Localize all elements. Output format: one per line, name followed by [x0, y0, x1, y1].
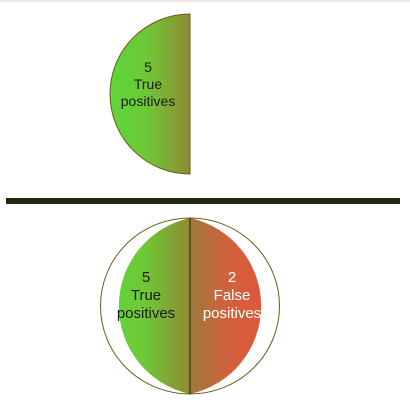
top-border [0, 0, 410, 2]
bottom-left-label-line1: True [130, 287, 162, 304]
bottom-true-positives-half [118, 218, 190, 394]
bottom-left-label-line2: positives [116, 305, 176, 322]
section-divider-bar [6, 198, 400, 204]
bottom-left-count: 5 [141, 269, 151, 286]
top-label-line2: positives [120, 93, 176, 109]
top-true-positives-half [109, 13, 191, 175]
bottom-right-label-line1: False [213, 287, 251, 304]
bottom-true-positives-label: 5 True positives [98, 269, 194, 323]
bottom-right-count: 2 [227, 269, 237, 286]
bottom-right-label-line2: positives [202, 305, 262, 322]
bottom-false-positives-half [190, 218, 262, 394]
top-true-positives-label: 5 True positives [106, 59, 190, 110]
top-count: 5 [144, 59, 152, 75]
top-label-line1: True [133, 76, 163, 92]
bottom-false-positives-label: 2 False positives [190, 269, 274, 323]
